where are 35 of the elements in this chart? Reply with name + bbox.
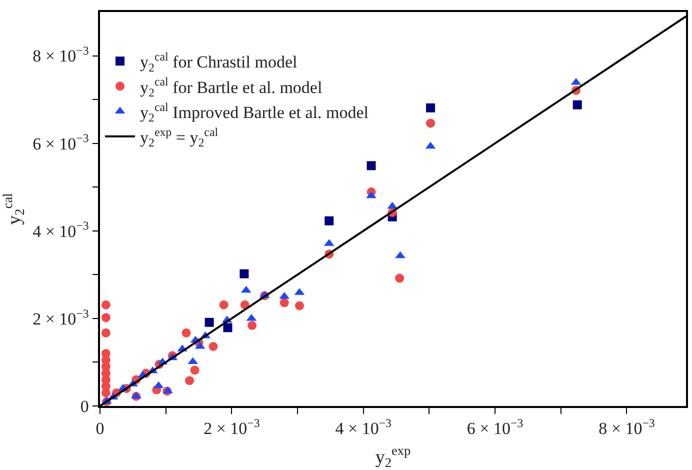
x-tick-label: 8 × 10$^{−3}$ xyxy=(598,416,655,438)
point xyxy=(208,342,218,351)
point xyxy=(572,100,582,110)
y-tick-label: 6 × 10$^{−3}$ xyxy=(32,131,89,154)
point xyxy=(395,274,404,283)
point xyxy=(204,318,214,327)
legend-label: y$_{2}$$^{cal}$ Improved Bartle et al. model xyxy=(140,100,369,124)
point xyxy=(185,376,194,386)
point xyxy=(426,118,436,128)
point xyxy=(324,216,334,226)
x-tick-label: 0 xyxy=(96,419,104,438)
point xyxy=(190,366,200,375)
y-tick-label: 4 × 10$^{−3}$ xyxy=(32,218,89,241)
point xyxy=(395,251,406,258)
y-tick-label: 0 xyxy=(80,396,89,416)
y-tick-label: 8 × 10$^{−3}$ xyxy=(32,44,89,66)
y-tick-label: 2 × 10$^{−3}$ xyxy=(32,306,89,328)
point xyxy=(223,323,232,332)
point xyxy=(101,328,110,338)
x-tick-label: 4 × 10$^{−3}$ xyxy=(335,416,392,438)
point xyxy=(366,161,376,170)
point xyxy=(295,301,304,310)
x-tick-label: 6 × 10$^{−3}$ xyxy=(466,416,524,438)
point xyxy=(248,320,257,330)
point xyxy=(240,269,249,278)
legend-label: y$_{2}$$^{cal}$ for Bartle et al. model xyxy=(140,74,322,100)
point xyxy=(219,300,228,310)
x-tick-label: 2 × 10$^{−3}$ xyxy=(204,416,260,438)
point xyxy=(182,328,191,338)
legend-label: y$_{2}$$^{cal}$ for Chrastil model xyxy=(140,50,298,74)
point xyxy=(426,103,436,112)
point xyxy=(101,313,110,322)
point xyxy=(280,298,289,308)
point xyxy=(101,300,110,310)
point xyxy=(366,191,376,198)
